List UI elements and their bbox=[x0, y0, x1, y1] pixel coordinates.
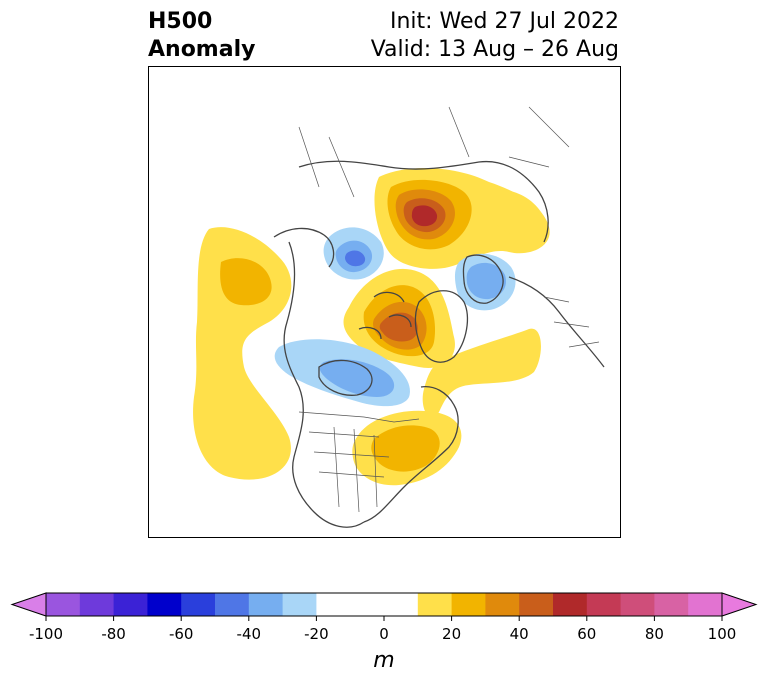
colorbar-tick-label: 100 bbox=[708, 625, 737, 643]
colorbar-tick-label: 0 bbox=[379, 625, 389, 643]
colorbar-unit-label: m bbox=[373, 648, 394, 673]
colorbar-cell bbox=[79, 593, 115, 616]
coastline-alaska bbox=[273, 227, 335, 268]
colorbar-cell bbox=[553, 593, 588, 616]
init-date: Init: Wed 27 Jul 2022 bbox=[389, 9, 619, 34]
colorbar-cell bbox=[350, 593, 419, 616]
colorbar-cell bbox=[282, 593, 317, 616]
colorbar-cell bbox=[451, 593, 486, 616]
colorbar-tick-label: -40 bbox=[237, 625, 262, 643]
coastline-north-america-east bbox=[363, 386, 459, 523]
colorbar-over-arrow bbox=[721, 592, 758, 617]
colorbar-tick-label: -100 bbox=[29, 625, 63, 643]
anomaly-map bbox=[148, 66, 621, 538]
colorbar-tick-label: 60 bbox=[577, 625, 596, 643]
coastline-north-america-west bbox=[283, 241, 365, 528]
border-asia-countries bbox=[298, 106, 570, 198]
coastline-europe bbox=[508, 276, 605, 368]
anomaly-north-atlantic bbox=[422, 328, 541, 418]
title-line-1: H500 bbox=[148, 9, 213, 34]
colorbar-tick-label: 40 bbox=[510, 625, 529, 643]
colorbar-cell bbox=[417, 593, 453, 616]
date-info: Init: Wed 27 Jul 2022 Valid: 13 Aug – 26… bbox=[371, 8, 619, 64]
coastline-hudson-bay bbox=[318, 359, 373, 396]
anomaly-eastern-siberia bbox=[489, 189, 547, 241]
colorbar-cell bbox=[586, 593, 622, 616]
colorbar-cell bbox=[181, 593, 216, 616]
colorbar-cell bbox=[620, 593, 655, 616]
colorbar-cell bbox=[688, 593, 723, 616]
coastline-eurasia-north bbox=[298, 160, 549, 243]
coastline-arctic-islands bbox=[358, 291, 412, 340]
colorbar-tick-label: -60 bbox=[169, 625, 194, 643]
coastline-greenland bbox=[414, 290, 468, 363]
border-europe-countries bbox=[543, 296, 600, 348]
anomaly-northeast-pacific-core bbox=[220, 258, 272, 306]
border-us-states bbox=[308, 426, 390, 513]
anomaly-great-lakes-orange bbox=[371, 425, 440, 472]
colorbar-tick-label: 80 bbox=[645, 625, 664, 643]
colorbar-tick-label: -80 bbox=[101, 625, 126, 643]
colorbar: -100 -80 -60 -40 -20 0 20 40 60 80 100 m bbox=[0, 585, 768, 685]
anomaly-central-siberia-peak bbox=[411, 205, 438, 227]
anomaly-scandinavia-mid bbox=[466, 262, 507, 300]
colorbar-cell bbox=[519, 593, 554, 616]
anomaly-hudson-bay-mid bbox=[319, 359, 395, 397]
colorbar-cell bbox=[46, 593, 81, 616]
colorbar-cell bbox=[316, 593, 351, 616]
valid-range: Valid: 13 Aug – 26 Aug bbox=[370, 37, 619, 62]
colorbar-tick-label: -20 bbox=[304, 625, 329, 643]
colorbar-cell bbox=[215, 593, 250, 616]
colorbar-cells bbox=[46, 593, 723, 616]
positive-anomaly-layer bbox=[193, 167, 550, 486]
colorbar-svg: -100 -80 -60 -40 -20 0 20 40 60 80 100 m bbox=[10, 592, 758, 673]
colorbar-cell bbox=[147, 593, 182, 616]
colorbar-under-arrow bbox=[10, 592, 47, 617]
colorbar-cell bbox=[654, 593, 689, 616]
anomaly-western-siberia-core bbox=[345, 250, 366, 267]
coastline-scandinavia bbox=[462, 254, 504, 304]
colorbar-cell bbox=[485, 593, 520, 616]
colorbar-cell bbox=[113, 593, 148, 616]
colorbar-ticks: -100 -80 -60 -40 -20 0 20 40 60 80 100 bbox=[29, 616, 736, 643]
title-line-2: Anomaly bbox=[148, 37, 256, 62]
colorbar-cell bbox=[248, 593, 284, 616]
map-canvas bbox=[193, 106, 605, 528]
border-layer bbox=[298, 106, 600, 513]
coastline-layer bbox=[273, 160, 605, 528]
border-us-canada bbox=[298, 411, 420, 423]
colorbar-tick-label: 20 bbox=[442, 625, 461, 643]
map-title: H500 Anomaly bbox=[148, 8, 255, 64]
